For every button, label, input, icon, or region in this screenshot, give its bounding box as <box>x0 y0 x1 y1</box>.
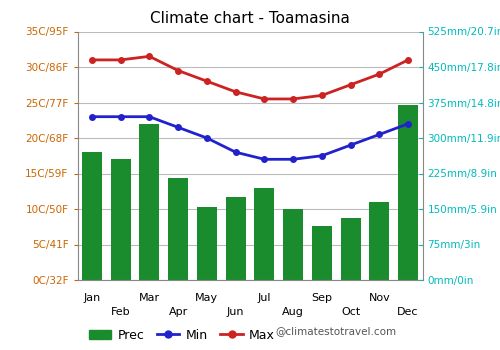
Text: Aug: Aug <box>282 307 304 317</box>
Bar <box>140 124 160 280</box>
Text: Dec: Dec <box>398 307 419 317</box>
Text: Jul: Jul <box>258 293 271 303</box>
Bar <box>197 206 217 280</box>
Text: Oct: Oct <box>341 307 360 317</box>
Text: Feb: Feb <box>111 307 130 317</box>
Bar <box>168 178 188 280</box>
Bar <box>370 202 390 280</box>
Text: Apr: Apr <box>168 307 188 317</box>
Bar <box>283 209 303 280</box>
Text: Jun: Jun <box>227 307 244 317</box>
Bar <box>110 159 130 280</box>
Text: Jan: Jan <box>83 293 100 303</box>
Title: Climate chart - Toamasina: Climate chart - Toamasina <box>150 11 350 26</box>
Text: May: May <box>196 293 218 303</box>
Text: Mar: Mar <box>139 293 160 303</box>
Text: @climatestotravel.com: @climatestotravel.com <box>275 326 396 336</box>
Bar <box>340 218 360 280</box>
Bar <box>398 105 418 280</box>
Legend: Prec, Min, Max: Prec, Min, Max <box>84 323 280 346</box>
Bar <box>312 225 332 280</box>
Bar <box>254 188 274 280</box>
Text: Nov: Nov <box>368 293 390 303</box>
Bar <box>226 197 246 280</box>
Text: Sep: Sep <box>312 293 332 303</box>
Bar <box>82 152 102 280</box>
